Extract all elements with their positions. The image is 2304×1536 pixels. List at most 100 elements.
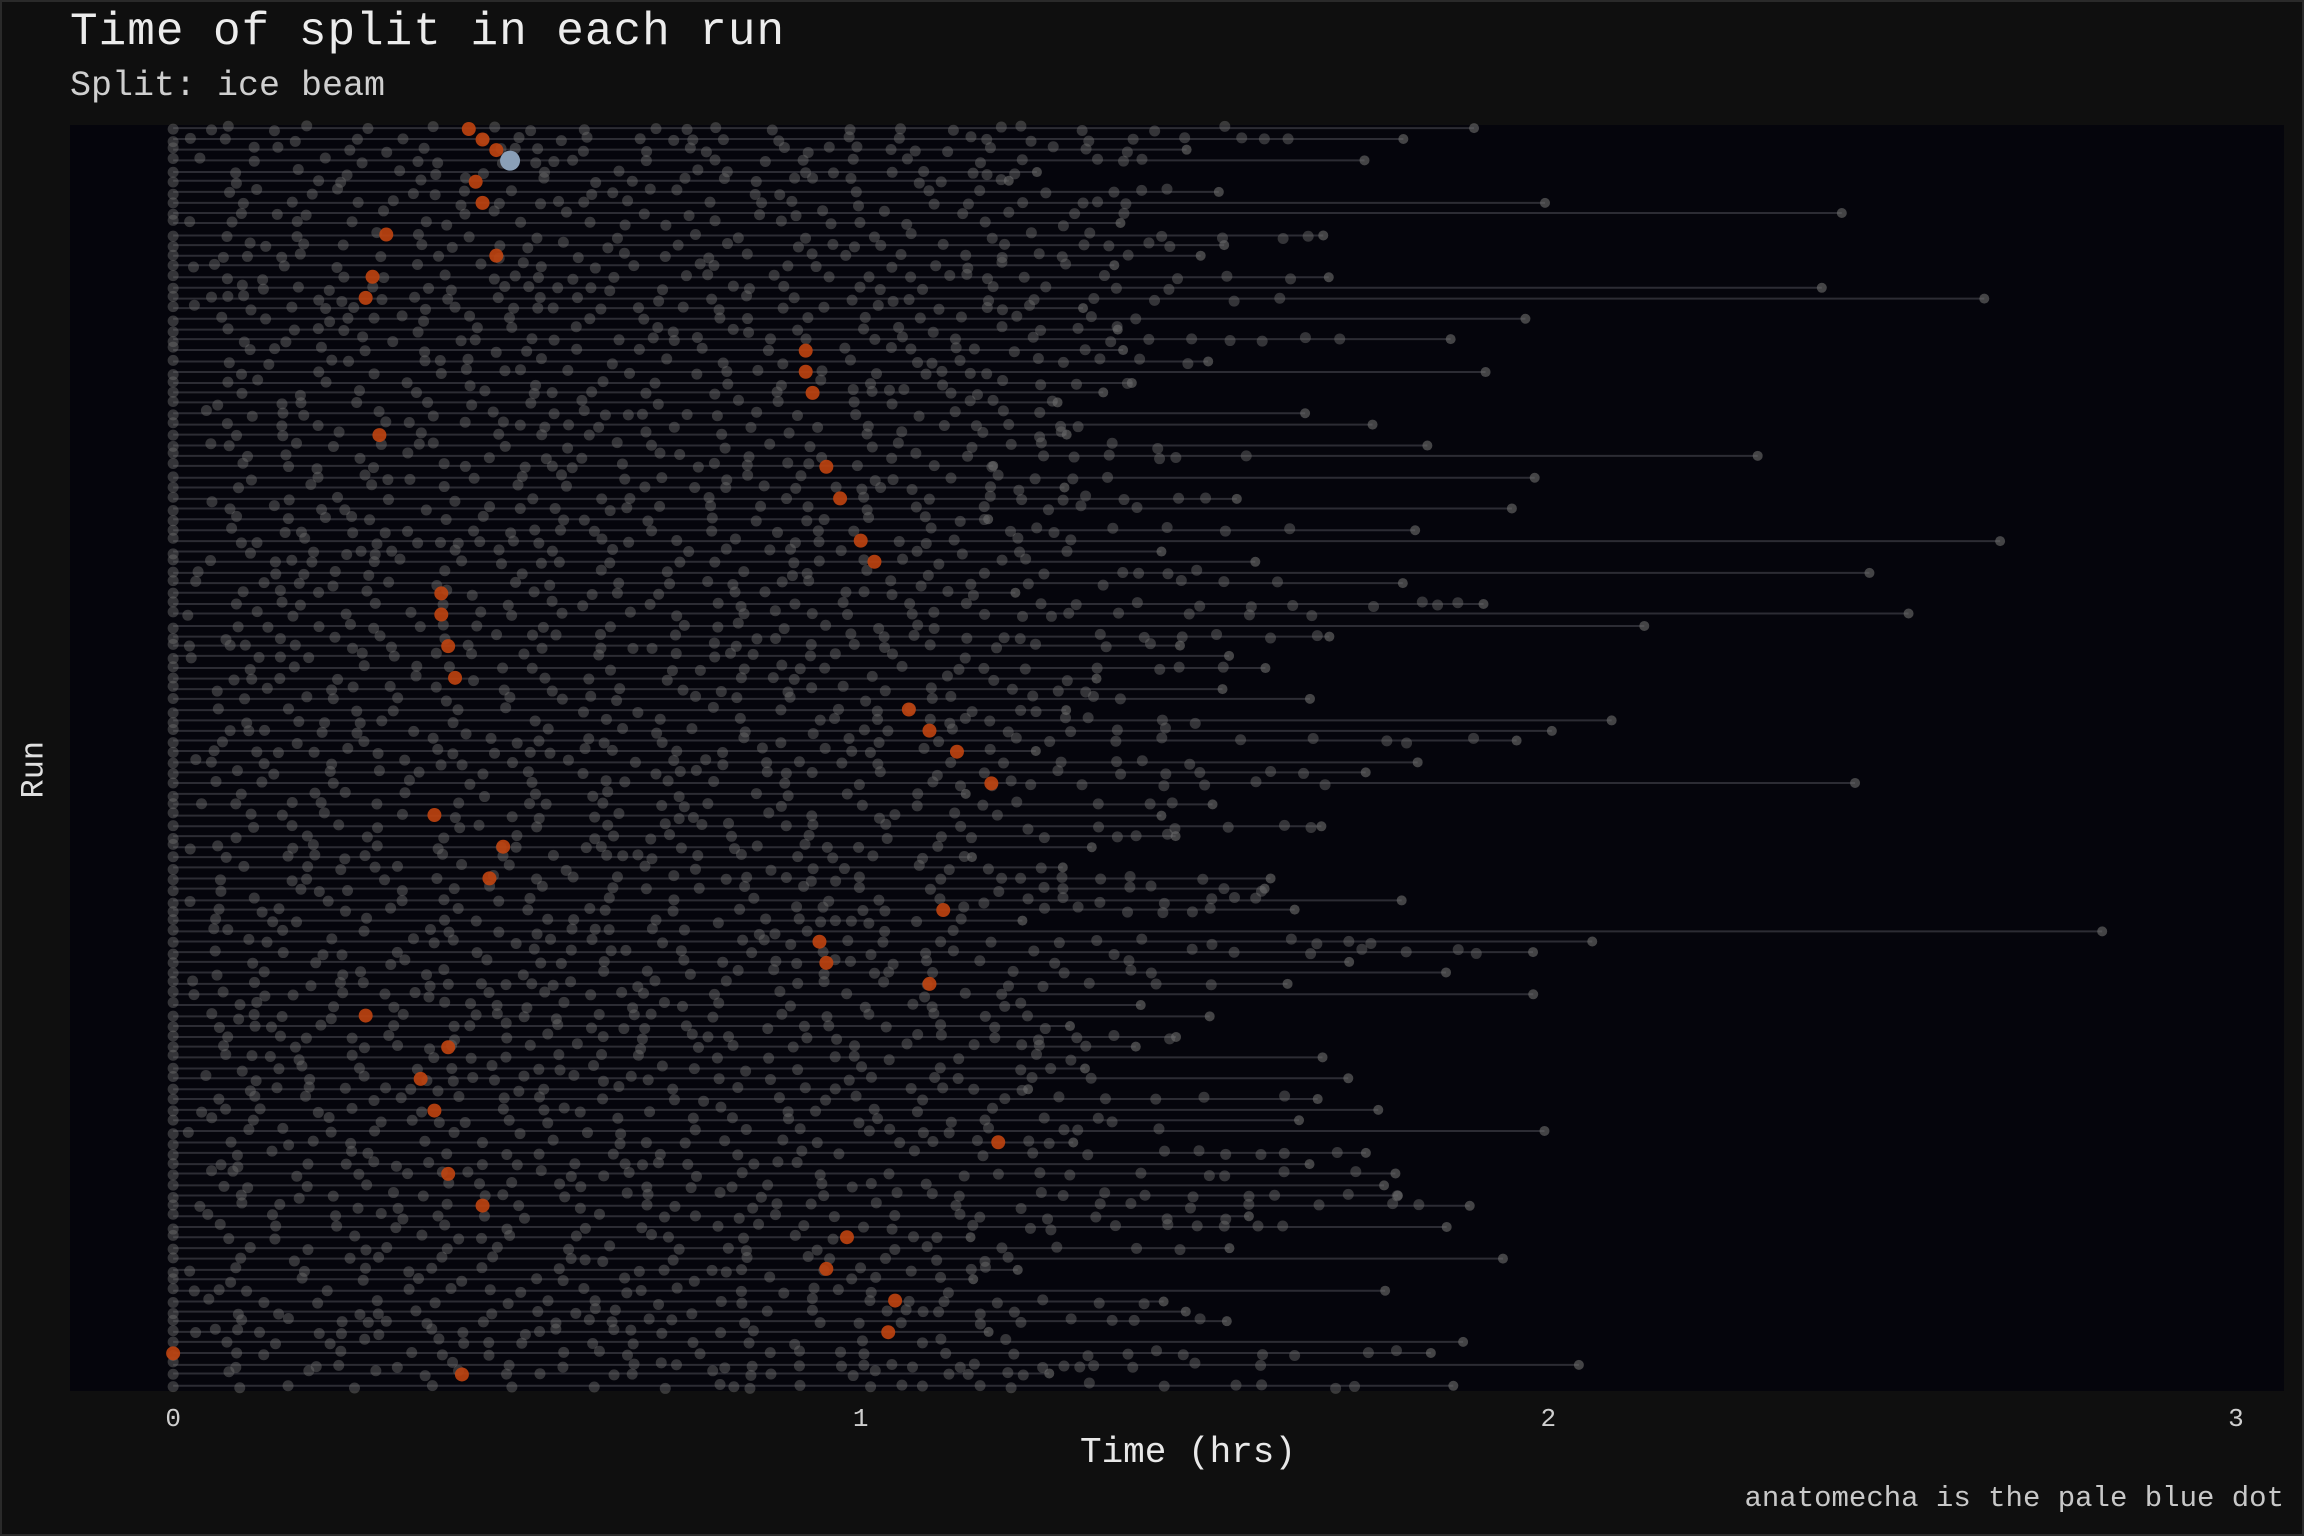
split-point — [375, 1116, 387, 1128]
split-point — [765, 864, 777, 876]
split-point — [411, 386, 423, 398]
split-point — [258, 1349, 270, 1361]
split-point — [739, 880, 751, 892]
split-point — [276, 251, 288, 263]
split-point — [812, 421, 824, 433]
split-point — [336, 295, 348, 307]
split-point — [1049, 957, 1061, 969]
split-point — [827, 1233, 839, 1245]
split-point — [306, 556, 318, 568]
split-point — [1058, 1124, 1070, 1136]
split-point — [1130, 830, 1142, 842]
split-point — [741, 1252, 753, 1264]
split-point — [435, 368, 447, 380]
split-point — [641, 965, 653, 977]
split-point — [801, 568, 813, 580]
split-point — [576, 394, 588, 406]
split-point — [217, 986, 229, 998]
split-point — [524, 798, 536, 810]
split-point — [491, 999, 503, 1011]
split-point — [238, 290, 250, 302]
split-point — [332, 491, 344, 503]
split-point — [949, 333, 961, 345]
split-point — [851, 460, 863, 472]
split-point — [759, 586, 771, 598]
split-point — [286, 196, 298, 208]
split-point — [251, 183, 263, 195]
split-point — [256, 776, 268, 788]
split-point — [708, 457, 720, 469]
split-point — [769, 1209, 781, 1221]
split-point — [1057, 892, 1069, 904]
split-point — [578, 196, 590, 208]
run-end-point — [1204, 1011, 1215, 1022]
split-point — [880, 1252, 892, 1264]
split-point — [212, 703, 224, 715]
split-point — [999, 1093, 1011, 1105]
split-point — [814, 714, 826, 726]
split-point — [921, 955, 933, 967]
split-point — [1091, 934, 1103, 946]
run-end-point — [1373, 1104, 1384, 1115]
split-point — [1028, 945, 1040, 957]
split-point — [621, 1187, 633, 1199]
split-point — [1002, 980, 1014, 992]
split-point — [274, 673, 286, 685]
split-point — [475, 606, 487, 618]
split-point — [1284, 523, 1296, 535]
split-point — [860, 695, 872, 707]
split-point — [439, 269, 451, 281]
split-point — [815, 916, 827, 928]
split-point — [646, 1229, 658, 1241]
split-point — [831, 1033, 843, 1045]
split-point — [589, 1295, 601, 1307]
split-point — [669, 1200, 681, 1212]
split-point — [787, 1041, 799, 1053]
split-point — [950, 342, 962, 354]
split-point — [962, 1368, 974, 1380]
split-point — [335, 1328, 347, 1340]
split-point — [908, 1231, 920, 1243]
y-axis-label: Run — [15, 740, 53, 799]
split-point — [643, 1313, 655, 1325]
split-point — [424, 980, 436, 992]
ice-beam-point — [482, 871, 497, 886]
split-point — [578, 514, 590, 526]
split-point — [806, 608, 818, 620]
split-point — [167, 1169, 179, 1181]
split-point — [604, 621, 616, 633]
split-point — [911, 800, 923, 812]
split-point — [806, 682, 818, 694]
split-point — [806, 1304, 818, 1316]
split-point — [1211, 628, 1223, 640]
split-point — [855, 1262, 867, 1274]
split-point — [167, 807, 179, 819]
split-point — [654, 1148, 666, 1160]
split-point — [167, 661, 179, 673]
run-end-point — [1171, 1031, 1182, 1042]
split-point — [447, 717, 459, 729]
run-end-point — [1300, 408, 1311, 419]
split-point — [515, 216, 527, 228]
split-point — [958, 850, 970, 862]
chart-caption: anatomecha is the pale blue dot — [1744, 1482, 2285, 1515]
split-point — [881, 833, 893, 845]
split-point — [1065, 534, 1077, 546]
split-point — [819, 662, 831, 674]
split-point — [606, 1316, 618, 1328]
split-point — [535, 557, 547, 569]
split-point — [1149, 125, 1161, 137]
split-point — [595, 303, 607, 315]
split-point — [431, 872, 443, 884]
split-point — [390, 1160, 402, 1172]
split-point — [854, 216, 866, 228]
split-point — [773, 1092, 785, 1104]
split-point — [475, 978, 487, 990]
split-point — [611, 232, 623, 244]
split-point — [684, 142, 696, 154]
split-point — [276, 420, 288, 432]
split-point — [753, 928, 765, 940]
ice-beam-point — [489, 143, 504, 158]
split-point — [730, 640, 742, 652]
split-point — [824, 1253, 836, 1265]
